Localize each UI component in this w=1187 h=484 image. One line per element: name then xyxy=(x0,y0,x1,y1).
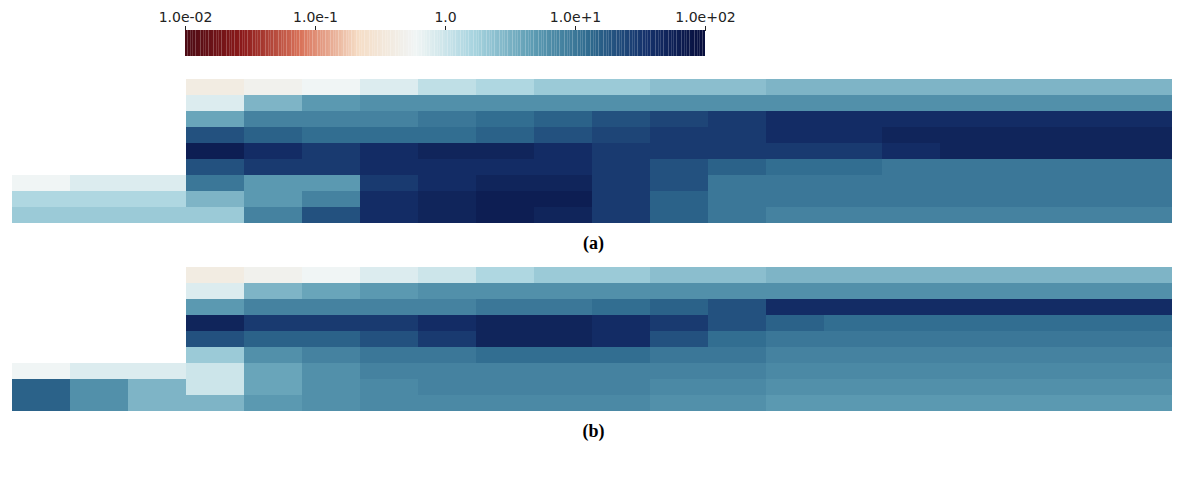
svg-text:1.0: 1.0 xyxy=(434,9,456,25)
svg-text:1.0e-02: 1.0e-02 xyxy=(159,9,213,25)
svg-text:1.0e+1: 1.0e+1 xyxy=(550,9,602,25)
svg-text:1.0e-1: 1.0e-1 xyxy=(293,9,338,25)
html-text:(a): (a) xyxy=(583,233,604,253)
svg-text:1.0e+02: 1.0e+02 xyxy=(675,9,735,25)
html-text:(b): (b) xyxy=(582,421,605,441)
